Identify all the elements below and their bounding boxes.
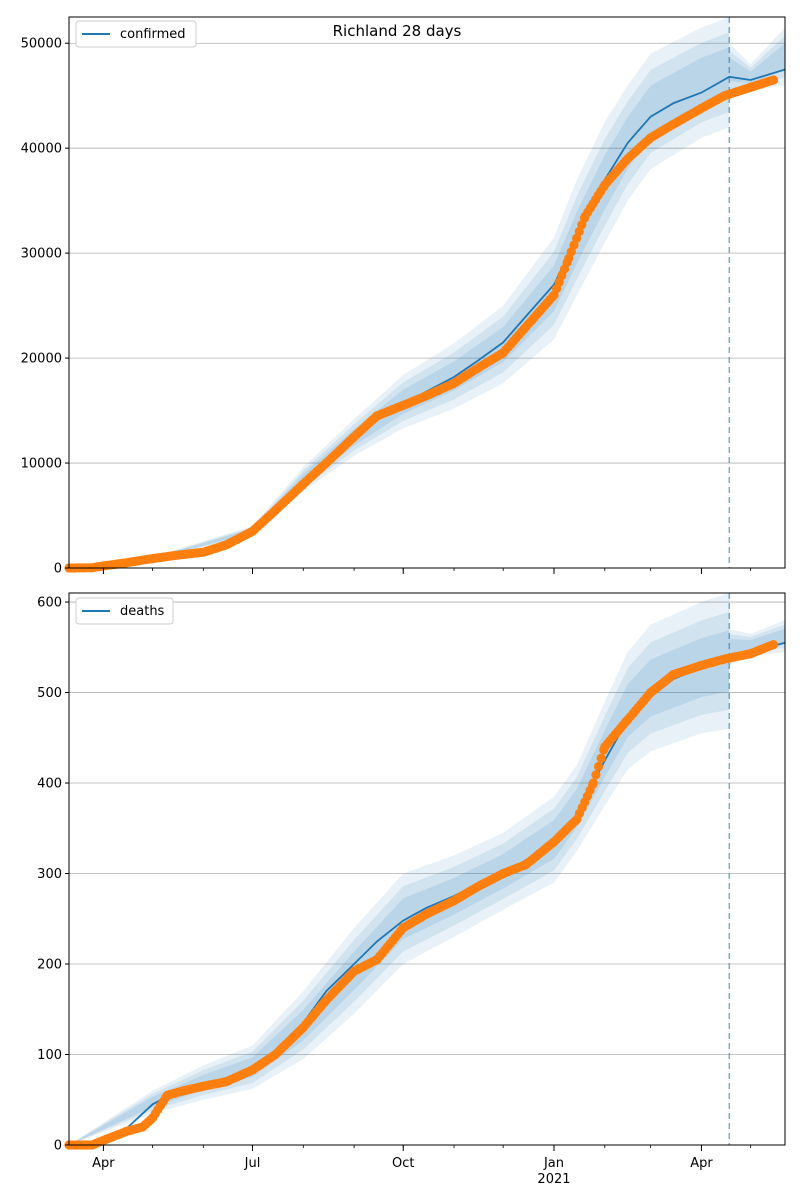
deaths-axes-frame <box>68 592 786 1146</box>
deaths-y-tick-label: 0 <box>54 1139 62 1154</box>
deaths-observed-dot <box>588 778 598 788</box>
deaths-y-tick-label: 200 <box>37 958 62 973</box>
confirmed-band-1 <box>69 32 730 569</box>
confirmed-observed-dot <box>768 75 779 85</box>
deaths-x-tick-label: Jan <box>543 1156 564 1171</box>
deaths-x-year-label: 2021 <box>537 1172 570 1187</box>
deaths-band-0 <box>69 593 730 1145</box>
confirmed-y-axis: 0 10000 20000 30000 40000 50000 <box>21 37 69 577</box>
confirmed-band-2 <box>69 47 730 569</box>
confirmed-y-tick-label: 20000 <box>21 352 62 367</box>
deaths-x-tick-label: Oct <box>392 1156 414 1171</box>
confirmed-legend: confirmed <box>75 20 197 48</box>
confirmed-band-after-1 <box>729 35 785 89</box>
deaths-observed-dot <box>593 761 604 772</box>
deaths-x-tick-label: Apr <box>92 1156 115 1171</box>
confirmed-y-tick-label: 30000 <box>21 247 62 262</box>
deaths-observed-dot <box>591 770 601 780</box>
confirmed-y-tick-label: 40000 <box>21 142 62 157</box>
confirmed-axes-frame <box>68 16 786 569</box>
confirmed-panel: 0 10000 20000 30000 40000 50000 Richland 28 d… <box>21 16 786 577</box>
chart-title: Richland 28 days <box>333 22 462 40</box>
deaths-band-1 <box>69 612 730 1145</box>
deaths-legend-box <box>75 597 174 625</box>
deaths-legend: deaths <box>75 597 174 625</box>
confirmed-legend-box <box>75 20 197 48</box>
deaths-x-tick-label: Apr <box>690 1156 713 1171</box>
deaths-y-tick-label: 400 <box>37 777 62 792</box>
deaths-observed-dots <box>64 640 779 1150</box>
deaths-band-after-2 <box>729 628 785 656</box>
deaths-y-axis: 0 100 200 300 400 500 600 <box>37 596 69 1154</box>
confirmed-legend-label: confirmed <box>120 27 186 42</box>
deaths-y-tick-label: 300 <box>37 867 62 882</box>
deaths-x-tick-label: Jul <box>244 1156 261 1171</box>
confirmed-band-0 <box>69 17 730 568</box>
deaths-legend-label: deaths <box>120 604 165 619</box>
confirmed-observed-dots <box>64 75 779 573</box>
confirmed-y-tick-label: 10000 <box>21 457 62 472</box>
confirmed-y-tick-label: 50000 <box>21 37 62 52</box>
confirmed-y-tick-label: 0 <box>54 562 62 577</box>
deaths-observed-dot <box>596 753 606 763</box>
deaths-observed-dot <box>768 640 779 650</box>
deaths-y-tick-label: 500 <box>37 686 62 701</box>
deaths-y-tick-label: 100 <box>37 1048 62 1063</box>
deaths-x-axis: Apr Jul Oct Jan Apr 2021 <box>92 1145 751 1187</box>
confirmed-x-axis <box>102 568 751 574</box>
deaths-y-tick-label: 600 <box>37 596 62 611</box>
